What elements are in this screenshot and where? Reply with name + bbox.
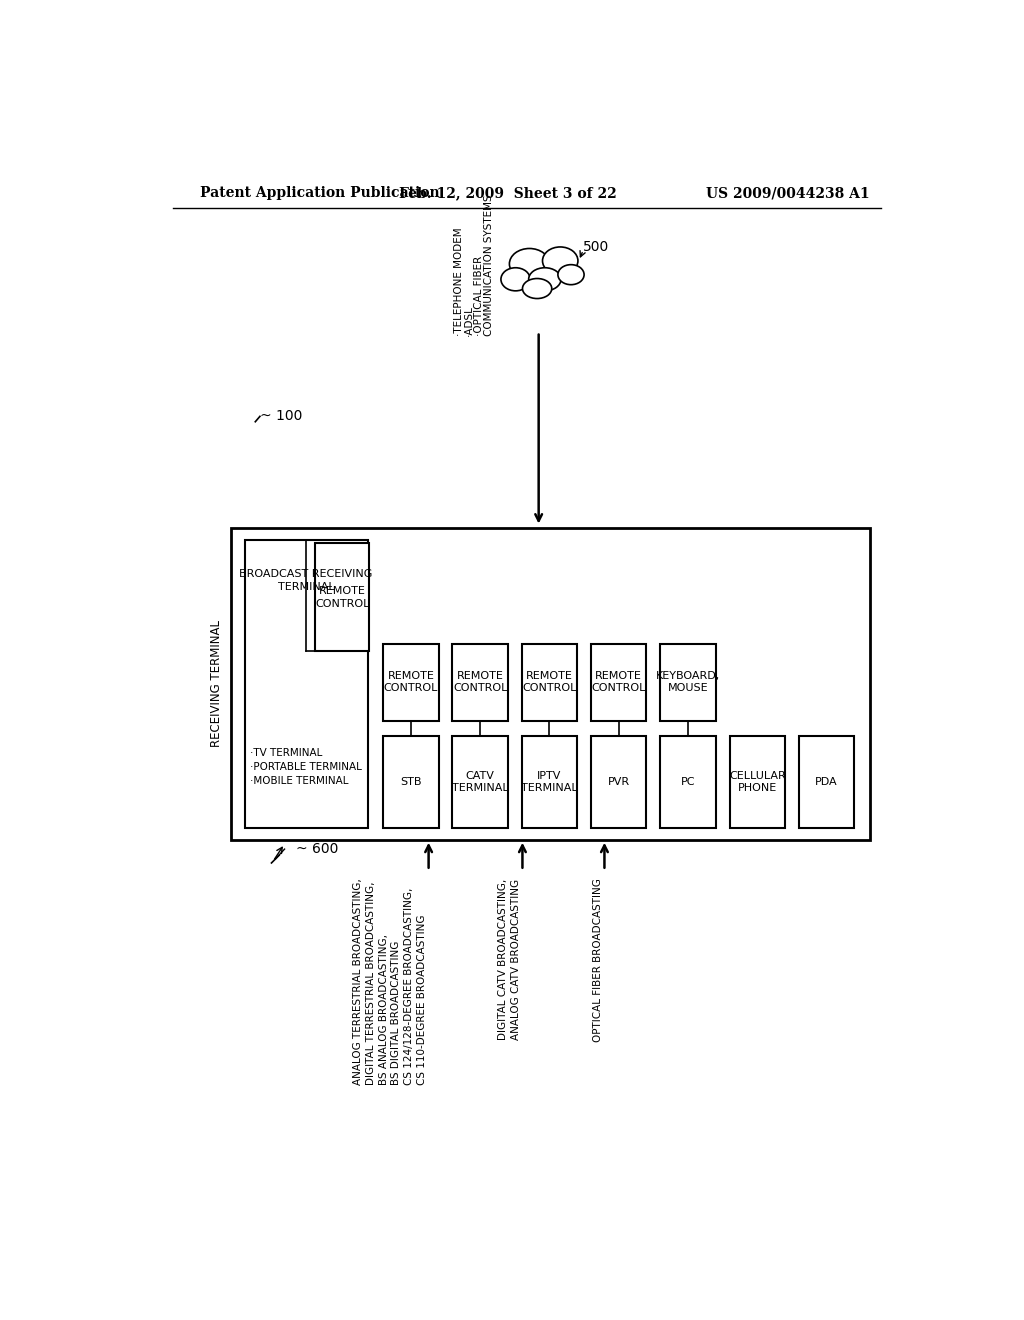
Text: REMOTE
CONTROL: REMOTE CONTROL bbox=[522, 671, 577, 693]
Text: KEYBOARD,
MOUSE: KEYBOARD, MOUSE bbox=[656, 671, 720, 693]
Ellipse shape bbox=[509, 248, 550, 280]
Bar bbox=[383, 737, 438, 829]
Text: ANALOG TERRESTRIAL BROADCASTING,
DIGITAL TERRESTRIAL BROADCASTING,
BS ANALOG BRO: ANALOG TERRESTRIAL BROADCASTING, DIGITAL… bbox=[353, 878, 427, 1085]
Text: RECEIVING TERMINAL: RECEIVING TERMINAL bbox=[210, 620, 223, 747]
Text: REMOTE
CONTROL: REMOTE CONTROL bbox=[315, 586, 370, 609]
Bar bbox=[245, 540, 368, 829]
Text: DIGITAL CATV BROADCASTING,
ANALOG CATV BROADCASTING: DIGITAL CATV BROADCASTING, ANALOG CATV B… bbox=[498, 878, 521, 1040]
Ellipse shape bbox=[528, 268, 561, 290]
Text: REMOTE
CONTROL: REMOTE CONTROL bbox=[384, 671, 438, 693]
Ellipse shape bbox=[543, 247, 578, 275]
Bar bbox=[799, 737, 854, 829]
Ellipse shape bbox=[558, 264, 584, 285]
Bar bbox=[315, 544, 370, 651]
Ellipse shape bbox=[501, 268, 530, 290]
Bar bbox=[230, 528, 869, 840]
Bar bbox=[591, 644, 646, 721]
Bar bbox=[521, 644, 578, 721]
Bar bbox=[383, 644, 438, 721]
Text: ·TELEPHONE MODEM: ·TELEPHONE MODEM bbox=[454, 227, 464, 335]
Text: PC: PC bbox=[681, 777, 695, 787]
Text: CATV
TERMINAL: CATV TERMINAL bbox=[452, 771, 509, 793]
Text: Feb. 12, 2009  Sheet 3 of 22: Feb. 12, 2009 Sheet 3 of 22 bbox=[399, 186, 616, 201]
Text: OPTICAL FIBER BROADCASTING: OPTICAL FIBER BROADCASTING bbox=[593, 878, 603, 1043]
Bar bbox=[660, 737, 716, 829]
Bar bbox=[521, 737, 578, 829]
Text: ·ADSL: ·ADSL bbox=[464, 305, 473, 335]
Text: CELLULAR
PHONE: CELLULAR PHONE bbox=[729, 771, 785, 793]
Ellipse shape bbox=[522, 279, 552, 298]
Text: ~ 600: ~ 600 bbox=[296, 842, 339, 857]
Text: Patent Application Publication: Patent Application Publication bbox=[200, 186, 439, 201]
Text: BROADCAST RECEIVING
TERMINAL: BROADCAST RECEIVING TERMINAL bbox=[240, 569, 373, 591]
Text: 500: 500 bbox=[584, 240, 609, 253]
Text: IPTV
TERMINAL: IPTV TERMINAL bbox=[521, 771, 578, 793]
Text: ~ 100: ~ 100 bbox=[260, 409, 302, 424]
Text: REMOTE
CONTROL: REMOTE CONTROL bbox=[592, 671, 646, 693]
Text: PDA: PDA bbox=[815, 777, 838, 787]
Bar bbox=[730, 737, 785, 829]
Text: ·TV TERMINAL
·PORTABLE TERMINAL
·MOBILE TERMINAL: ·TV TERMINAL ·PORTABLE TERMINAL ·MOBILE … bbox=[250, 747, 362, 785]
Text: US 2009/0044238 A1: US 2009/0044238 A1 bbox=[707, 186, 869, 201]
Text: PVR: PVR bbox=[607, 777, 630, 787]
Bar bbox=[453, 644, 508, 721]
Bar bbox=[660, 644, 716, 721]
Text: COMMUNICATION SYSTEMS: COMMUNICATION SYSTEMS bbox=[483, 194, 494, 335]
Text: STB: STB bbox=[400, 777, 422, 787]
Text: REMOTE
CONTROL: REMOTE CONTROL bbox=[453, 671, 507, 693]
Bar bbox=[453, 737, 508, 829]
Bar bbox=[591, 737, 646, 829]
Text: ·OPTICAL FIBER: ·OPTICAL FIBER bbox=[473, 255, 483, 335]
